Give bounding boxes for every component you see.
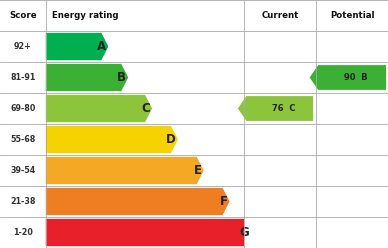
Polygon shape: [46, 188, 230, 215]
Bar: [108, 31, 251, 62]
Text: C: C: [141, 102, 150, 115]
Text: D: D: [166, 133, 176, 146]
Bar: [178, 124, 251, 155]
Bar: [0, 124, 46, 155]
Polygon shape: [310, 65, 386, 90]
Text: 76  C: 76 C: [272, 104, 295, 113]
Polygon shape: [46, 64, 128, 91]
Text: 21-38: 21-38: [10, 197, 36, 206]
Polygon shape: [46, 33, 108, 60]
Bar: [0, 186, 46, 217]
Text: 55-68: 55-68: [10, 135, 36, 144]
Text: G: G: [240, 226, 249, 239]
Text: 92+: 92+: [14, 42, 32, 51]
Bar: [244, 155, 388, 186]
Bar: [0, 93, 46, 124]
Bar: [244, 31, 388, 62]
Bar: [152, 93, 251, 124]
Polygon shape: [46, 126, 178, 153]
Bar: [244, 62, 388, 93]
Text: E: E: [194, 164, 202, 177]
Bar: [244, 93, 388, 124]
Text: F: F: [220, 195, 228, 208]
Bar: [244, 217, 388, 248]
Text: B: B: [117, 71, 126, 84]
Text: A: A: [97, 40, 106, 53]
Bar: [244, 186, 388, 217]
Polygon shape: [238, 96, 313, 121]
Bar: [244, 124, 388, 155]
Polygon shape: [46, 219, 251, 246]
Text: Score: Score: [9, 11, 37, 20]
Bar: [0, 0, 388, 31]
Text: Potential: Potential: [330, 11, 374, 20]
Bar: [0, 62, 46, 93]
Text: 39-54: 39-54: [10, 166, 36, 175]
Bar: [230, 186, 251, 217]
Text: 1-20: 1-20: [13, 228, 33, 237]
Bar: [128, 62, 251, 93]
Text: 81-91: 81-91: [10, 73, 36, 82]
Text: Energy rating: Energy rating: [52, 11, 118, 20]
Polygon shape: [46, 157, 204, 184]
Bar: [0, 31, 46, 62]
Bar: [204, 155, 251, 186]
Bar: [0, 217, 46, 248]
Text: 90  B: 90 B: [344, 73, 368, 82]
Bar: [0, 155, 46, 186]
Text: 69-80: 69-80: [10, 104, 36, 113]
Text: Current: Current: [262, 11, 299, 20]
Polygon shape: [46, 95, 152, 122]
